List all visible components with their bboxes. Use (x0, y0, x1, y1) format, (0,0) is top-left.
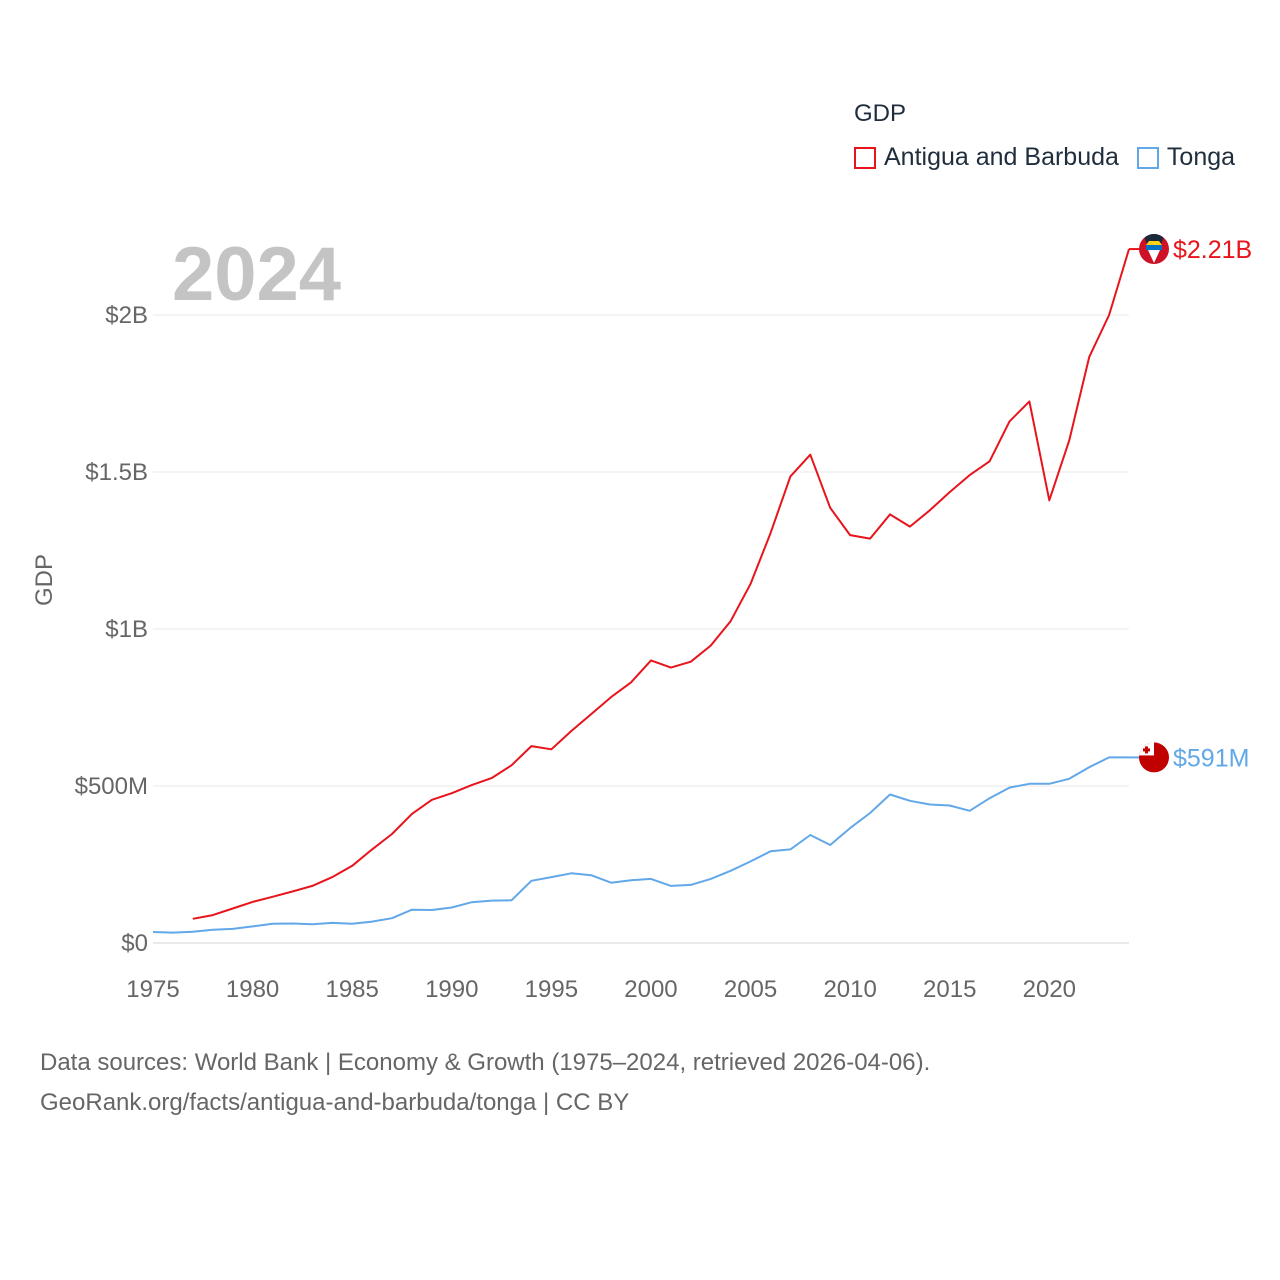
legend-item-tonga[interactable]: Tonga (1136, 143, 1236, 172)
y-tick-label: $1.5B (85, 459, 148, 486)
source-note: Data sources: World Bank | Economy & Gro… (40, 1043, 930, 1123)
x-tick-label: 2015 (923, 976, 976, 1003)
grid-lines (153, 314, 1129, 944)
x-tick-label: 1990 (425, 976, 478, 1003)
legend-label-antigua: Antigua and Barbuda (884, 143, 1119, 171)
legend: Antigua and Barbuda Tonga (854, 143, 1253, 172)
end-value-label-tonga: $591M (1173, 744, 1249, 772)
series-line-tonga (152, 756, 1129, 934)
legend-title: GDP (854, 100, 907, 127)
x-tick-label: 2020 (1023, 976, 1076, 1003)
x-tick-label: 1985 (325, 976, 378, 1003)
y-axis: $0 $500M $1B $1.5B $2B (75, 302, 148, 957)
legend-swatch-antigua (854, 146, 876, 169)
x-tick-label: 1995 (525, 976, 578, 1003)
legend-swatch-tonga (1136, 146, 1159, 169)
x-tick-label: 1975 (126, 976, 179, 1003)
x-tick-label: 2010 (823, 976, 876, 1003)
y-axis-label: GDP (31, 554, 58, 606)
source-line-2[interactable]: GeoRank.org/facts/antigua-and-barbuda/to… (40, 1089, 630, 1116)
end-value-label-antigua-and-barbuda: $2.21B (1173, 236, 1252, 264)
legend-item-antigua[interactable]: Antigua and Barbuda (854, 143, 1119, 172)
x-tick-label: 2000 (624, 976, 677, 1003)
y-tick-label: $2B (105, 302, 148, 329)
antigua-and-barbuda-flag-icon (1139, 234, 1169, 265)
end-markers: $2.21B $591M (1139, 234, 1252, 773)
x-tick-label: 1980 (226, 976, 279, 1003)
x-axis: 1975 1980 1985 1990 1995 2000 2005 2010 2015 2020 (126, 976, 1076, 1003)
tonga-flag-icon (1139, 742, 1169, 773)
series-line-antigua-and-barbuda (192, 248, 1130, 920)
x-tick-label: 2005 (724, 976, 777, 1003)
series-lines (152, 248, 1140, 934)
y-tick-label: $0 (121, 930, 148, 957)
year-label: 2024 (172, 232, 341, 317)
legend-label-tonga: Tonga (1166, 143, 1236, 171)
source-line-1: Data sources: World Bank | Economy & Gro… (40, 1049, 931, 1076)
y-tick-label: $1B (105, 616, 148, 643)
y-tick-label: $500M (75, 773, 148, 800)
